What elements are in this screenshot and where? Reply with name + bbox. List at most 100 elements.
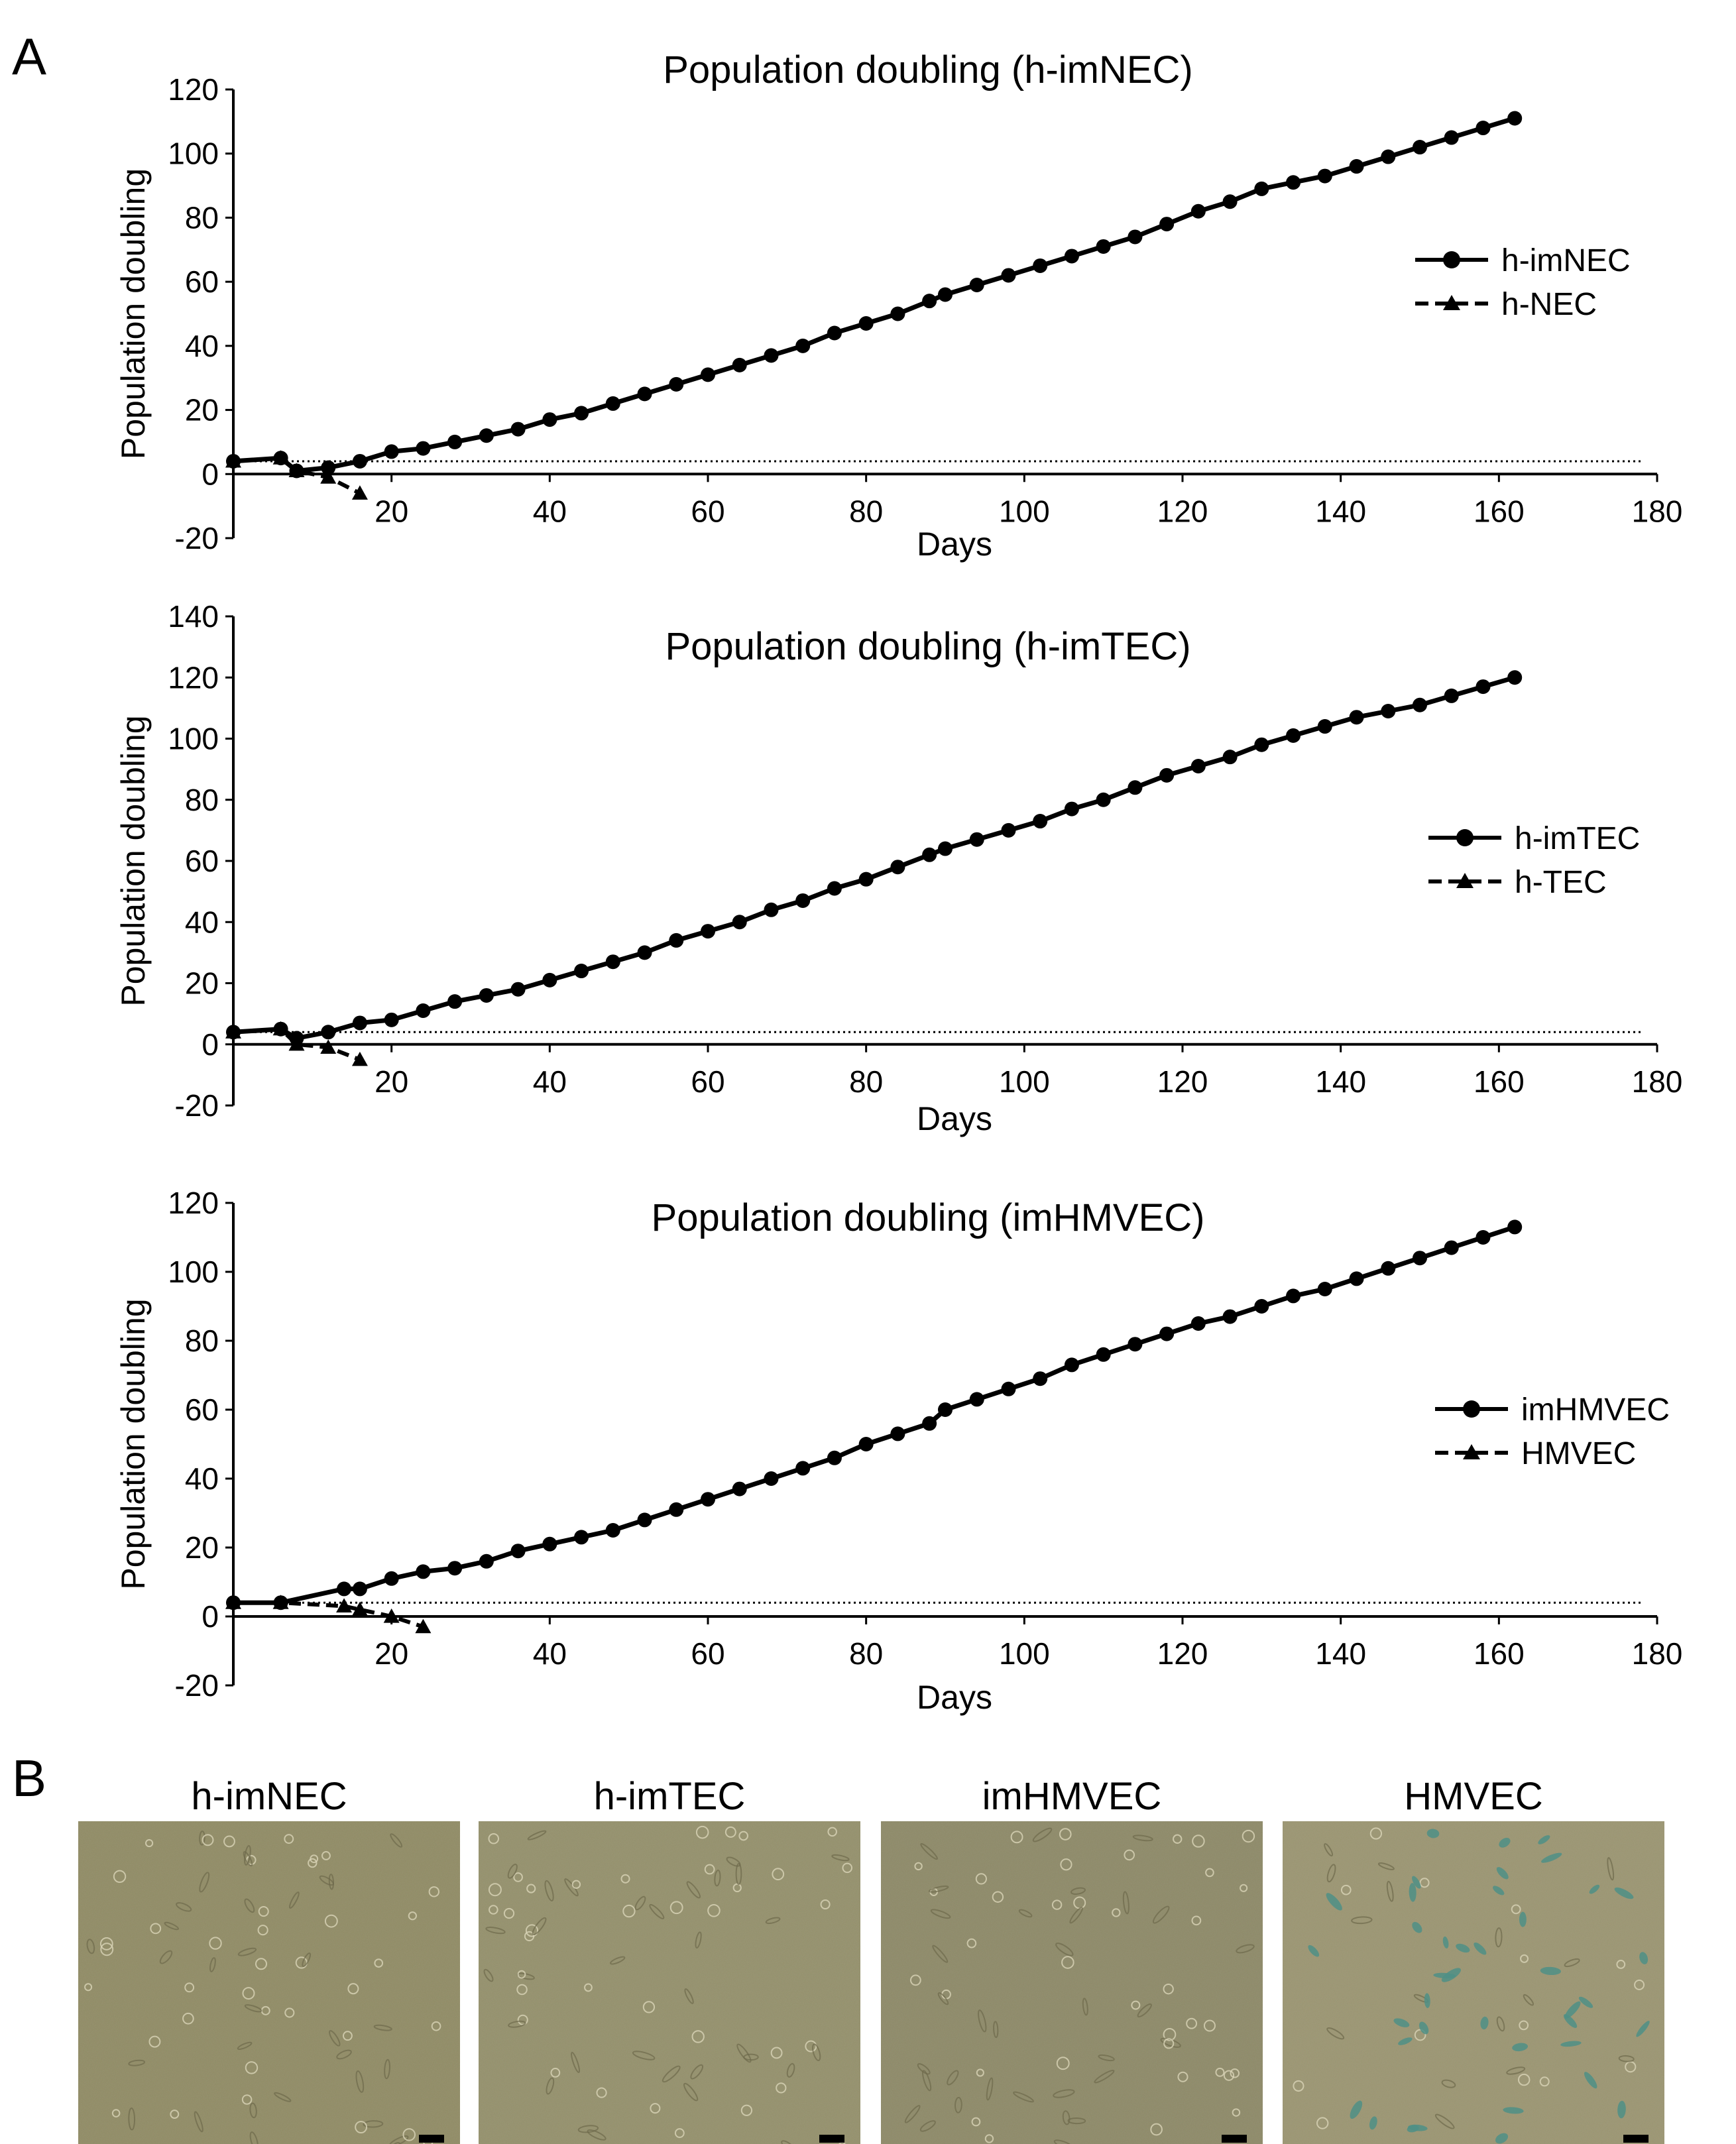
cell: [1519, 2020, 1529, 2031]
data-point: [416, 1003, 431, 1019]
data-point: [1222, 1309, 1238, 1324]
cell: [150, 1923, 162, 1935]
data-point: [890, 306, 905, 321]
cell: [99, 1937, 113, 1950]
cell: [993, 2021, 999, 2039]
y-tick-label: -20: [175, 521, 219, 555]
x-tick-label: 100: [999, 1064, 1050, 1099]
cell: [355, 2070, 365, 2093]
data-point: [1381, 703, 1396, 718]
data-point: [669, 932, 684, 948]
cell: [1242, 1829, 1255, 1843]
cell: [199, 1872, 210, 1893]
data-point: [510, 982, 526, 997]
cell: [1163, 2027, 1177, 2041]
cell: [917, 2063, 931, 2075]
legend-label: h-TEC: [1515, 865, 1607, 900]
data-point: [321, 1025, 336, 1040]
cell: [904, 2105, 921, 2123]
data-point: [1254, 1299, 1269, 1314]
data-point: [1001, 1381, 1016, 1396]
cell: [1059, 1828, 1072, 1840]
y-tick-label: 40: [185, 1461, 219, 1496]
cell: [1618, 2055, 1635, 2062]
data-point: [1444, 130, 1459, 145]
data-point: [764, 902, 779, 917]
cell: [1520, 1954, 1529, 1963]
data-point: [542, 1536, 557, 1552]
cell: [170, 2110, 180, 2119]
cell: [274, 2092, 292, 2102]
cell: [1067, 2117, 1086, 2125]
cell: [284, 1834, 294, 1844]
cell: [546, 2077, 555, 2095]
cell: [1293, 2080, 1304, 2092]
cell: [209, 1957, 216, 1972]
data-point: [574, 406, 589, 421]
cell: [1122, 1891, 1129, 1915]
cell: [691, 2030, 705, 2043]
cell: [587, 2129, 607, 2141]
series-imhmvec: [226, 1219, 1523, 1610]
data-point: [922, 294, 937, 309]
x-tick-label: 20: [375, 494, 408, 528]
cell: [1186, 2017, 1198, 2029]
cell: [743, 2053, 759, 2061]
data-point: [764, 348, 779, 363]
cell: [148, 2035, 161, 2048]
legend-label: h-imNEC: [1501, 243, 1631, 278]
data-point: [922, 847, 937, 862]
y-tick-label: 80: [185, 1324, 219, 1358]
y-tick-label: 0: [202, 1027, 219, 1062]
data-point: [320, 469, 337, 484]
cell: [966, 1938, 977, 1948]
cell: [374, 1958, 384, 1968]
data-point: [1444, 1240, 1459, 1255]
cell: [1617, 2100, 1626, 2119]
cell: [1018, 1909, 1033, 1918]
data-point: [337, 1581, 352, 1597]
cell: [1541, 1852, 1562, 1863]
legend-entry: h-imTEC: [1428, 821, 1640, 856]
cell: [1496, 1867, 1509, 1880]
cell: [1053, 2139, 1074, 2144]
data-point: [1128, 229, 1143, 245]
data-point: [969, 832, 984, 847]
x-tick-label: 40: [533, 1064, 567, 1099]
data-point: [352, 1015, 367, 1031]
cell: [241, 2094, 253, 2105]
cell: [955, 2096, 962, 2114]
cell: [1060, 1858, 1072, 1871]
data-point: [1381, 1261, 1396, 1276]
cell: [770, 2047, 783, 2059]
cell: [831, 1854, 850, 1862]
data-point: [1317, 1282, 1332, 1296]
micrograph-texture: [78, 1821, 460, 2144]
cell: [1205, 1868, 1214, 1878]
cell: [1523, 1994, 1534, 2006]
cell: [986, 2077, 994, 2101]
cell: [827, 1827, 837, 1837]
data-point: [1159, 767, 1175, 783]
cell: [1069, 1907, 1083, 1924]
data-point: [637, 945, 652, 960]
cell: [577, 2125, 599, 2133]
cell: [324, 1914, 338, 1928]
x-tick-label: 160: [1474, 1064, 1525, 1099]
cell: [343, 2031, 353, 2041]
data-point: [1413, 140, 1427, 155]
data-point: [1064, 801, 1079, 817]
cell: [508, 2020, 526, 2028]
data-point: [1222, 750, 1238, 765]
cell: [1152, 1905, 1170, 1924]
cell: [738, 1831, 748, 1841]
legend-marker: [1456, 829, 1474, 846]
y-tick-label: 20: [185, 393, 219, 427]
data-point: [1286, 175, 1301, 190]
data-point: [383, 1608, 400, 1623]
data-point: [827, 881, 842, 896]
cell: [1326, 2027, 1345, 2040]
cell: [384, 2059, 390, 2080]
cell: [786, 2062, 795, 2078]
